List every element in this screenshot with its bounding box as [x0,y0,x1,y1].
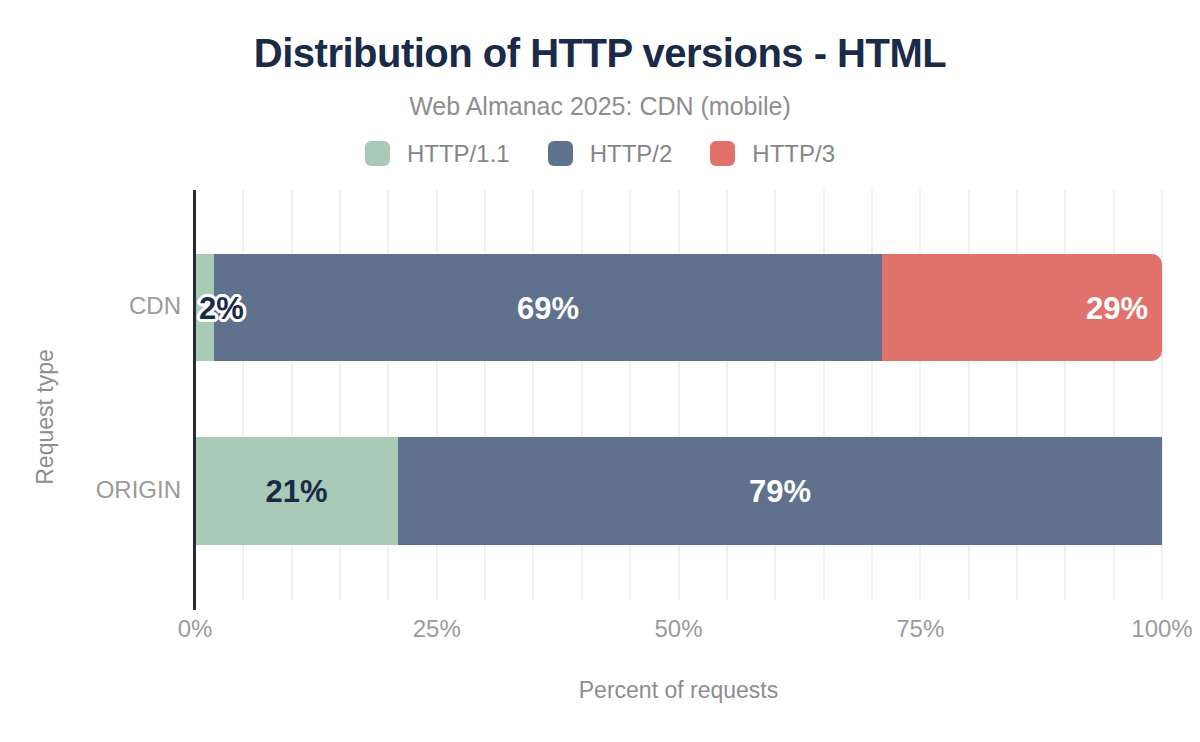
x-axis-tick-label: 75% [896,617,944,641]
bar-value-label: 21% [266,476,328,507]
legend-item-http-2[interactable]: HTTP/2 [548,141,673,166]
y-axis-label-origin: ORIGIN [96,478,181,502]
chart-title: Distribution of HTTP versions - HTML [0,31,1200,76]
legend-color-swatch [710,141,735,166]
legend-label: HTTP/1.1 [407,142,510,166]
legend-label: HTTP/2 [590,142,673,166]
legend-label: HTTP/3 [752,142,835,166]
x-axis-tick-label: 50% [654,617,702,641]
y-axis-label-cdn: CDN [129,294,181,318]
legend-color-swatch [548,141,573,166]
x-axis-title: Percent of requests [195,677,1162,704]
x-axis-tick-label: 100% [1131,617,1192,641]
x-axis-tick-label: 0% [178,617,213,641]
chart-subtitle: Web Almanac 2025: CDN (mobile) [0,92,1200,121]
y-axis-line [193,190,196,610]
legend-item-http-1-1[interactable]: HTTP/1.1 [365,141,510,166]
bar-row-origin: 21% 79% [195,437,1162,545]
bar-row-cdn: 2% 69% 29% [195,254,1162,361]
bar-value-label: 2% [199,292,244,323]
legend-color-swatch [365,141,390,166]
y-axis-title: Request type [32,349,59,485]
legend: HTTP/1.1 HTTP/2 HTTP/3 [0,141,1200,166]
bar-value-label: 69% [517,292,579,323]
x-axis-tick-label: 25% [413,617,461,641]
bar-value-label: 79% [749,476,811,507]
legend-item-http-3[interactable]: HTTP/3 [710,141,835,166]
bar-value-label: 29% [1086,292,1148,323]
plot-area: 2% 69% 29% 21% 79% [195,190,1162,600]
